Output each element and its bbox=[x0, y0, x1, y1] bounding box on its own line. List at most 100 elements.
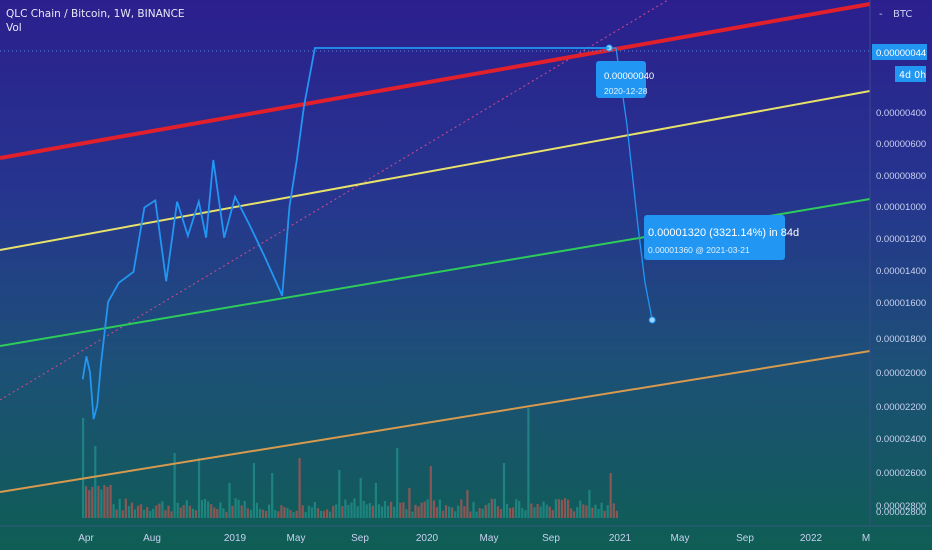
volume-bar bbox=[85, 486, 88, 518]
volume-bar bbox=[478, 508, 481, 518]
volume-bar bbox=[390, 501, 393, 518]
volume-bar bbox=[307, 505, 310, 518]
volume-bar bbox=[295, 510, 298, 518]
time-tick-label: Apr bbox=[78, 533, 94, 544]
price-line bbox=[81, 47, 610, 420]
volume-bar bbox=[591, 507, 594, 518]
volume-bar bbox=[475, 511, 478, 518]
volume-bar bbox=[487, 503, 490, 518]
volume-bar bbox=[304, 511, 307, 518]
volume-bar bbox=[124, 498, 127, 518]
volume-bar bbox=[579, 500, 582, 518]
volume-bar bbox=[182, 505, 185, 518]
volume-bar bbox=[173, 453, 176, 518]
price-badge bbox=[872, 44, 927, 60]
volume-bar bbox=[301, 505, 304, 518]
price-tick-label: 0.00001400 bbox=[876, 266, 926, 277]
volume-bar bbox=[188, 505, 191, 518]
volume-indicator-label[interactable]: Vol bbox=[6, 22, 22, 34]
volume-bar bbox=[548, 506, 551, 518]
volume-bar bbox=[246, 508, 249, 518]
time-tick-label: Sep bbox=[351, 533, 369, 544]
time-tick-label: M bbox=[862, 533, 870, 544]
volume-bar bbox=[292, 512, 295, 518]
volume-bar bbox=[387, 505, 390, 518]
volume-bar bbox=[469, 511, 472, 518]
time-tick-label: Sep bbox=[736, 533, 754, 544]
volume-bar bbox=[243, 500, 246, 518]
volume-bar bbox=[448, 506, 451, 518]
volume-bar bbox=[103, 485, 106, 518]
volume-bar bbox=[109, 484, 112, 518]
callout-top-date: 2020-12-28 bbox=[604, 86, 648, 96]
volume-bar bbox=[258, 508, 262, 518]
volume-bar bbox=[344, 499, 347, 518]
volume-bar bbox=[91, 486, 94, 518]
volume-bar bbox=[280, 505, 283, 518]
volume-bar bbox=[594, 504, 597, 518]
volume-bar bbox=[435, 507, 438, 518]
volume-bar bbox=[207, 501, 210, 518]
volume-bar bbox=[563, 498, 567, 518]
volume-bar bbox=[356, 506, 359, 518]
orange-channel-line bbox=[0, 350, 871, 493]
price-tick-label: 0.00002600 bbox=[876, 468, 926, 479]
volume-bar bbox=[567, 499, 570, 518]
volume-bar bbox=[411, 511, 414, 518]
volume-bar bbox=[313, 502, 316, 518]
volume-bar bbox=[609, 473, 612, 518]
volume-bar bbox=[338, 470, 341, 518]
volume-bar bbox=[255, 502, 258, 518]
volume-bar bbox=[326, 509, 329, 518]
countdown-badge bbox=[895, 66, 926, 82]
volume-bar bbox=[225, 511, 228, 518]
volume-bar bbox=[176, 502, 179, 518]
volume-bar bbox=[512, 507, 515, 518]
volume-bar bbox=[106, 487, 109, 518]
symbol-title[interactable]: QLC Chain / Bitcoin, 1W, BINANCE bbox=[6, 8, 185, 20]
price-tick-label: 0.00000800 bbox=[876, 171, 926, 182]
volume-bar bbox=[426, 499, 429, 518]
volume-bar bbox=[149, 510, 152, 518]
price-axis-currency: BTC bbox=[893, 9, 912, 20]
volume-bar bbox=[463, 506, 466, 518]
volume-bar bbox=[606, 505, 609, 518]
volume-bar bbox=[231, 505, 234, 518]
price-axis[interactable]: - BTC 0.000006000.000008000.000010000.00… bbox=[869, 0, 927, 526]
volume-bar bbox=[158, 503, 161, 518]
volume-bar bbox=[371, 505, 374, 518]
volume-bar bbox=[216, 509, 219, 518]
volume-bar bbox=[210, 504, 213, 518]
volume-bars bbox=[82, 408, 618, 518]
volume-bar bbox=[551, 510, 554, 518]
volume-bar bbox=[82, 418, 85, 518]
volume-bar bbox=[261, 509, 265, 518]
price-tick-label: 0.00002000 bbox=[876, 368, 926, 379]
volume-bar bbox=[460, 499, 463, 518]
price-tick-label: 0.00002800 bbox=[876, 501, 926, 512]
volume-bar bbox=[573, 511, 576, 518]
volume-bar bbox=[380, 506, 384, 518]
volume-bar bbox=[332, 505, 335, 518]
time-tick-label: 2020 bbox=[416, 533, 439, 544]
volume-bar bbox=[368, 503, 371, 518]
volume-bar bbox=[277, 511, 280, 518]
volume-bar bbox=[118, 498, 121, 518]
time-axis[interactable]: Apr Aug 2019 May Sep 2020 May Sep 2021 May Sep 2022… bbox=[0, 525, 932, 544]
time-tick-label: 2021 bbox=[609, 533, 632, 544]
volume-bar bbox=[383, 501, 387, 518]
volume-bar bbox=[505, 503, 509, 518]
time-tick-label: 2019 bbox=[224, 533, 247, 544]
price-badge-value: 0.00000044 bbox=[876, 48, 926, 59]
volume-bar bbox=[377, 504, 380, 518]
volume-bar bbox=[585, 505, 588, 518]
volume-bar bbox=[542, 501, 545, 518]
volume-bar bbox=[496, 506, 499, 518]
price-tick-label: 0.00001200 bbox=[876, 234, 926, 245]
volume-bar bbox=[441, 510, 445, 518]
volume-bar bbox=[194, 510, 197, 518]
volume-bar bbox=[466, 490, 469, 518]
volume-bar bbox=[97, 485, 100, 518]
volume-bar bbox=[399, 502, 402, 518]
volume-bar bbox=[484, 505, 487, 518]
